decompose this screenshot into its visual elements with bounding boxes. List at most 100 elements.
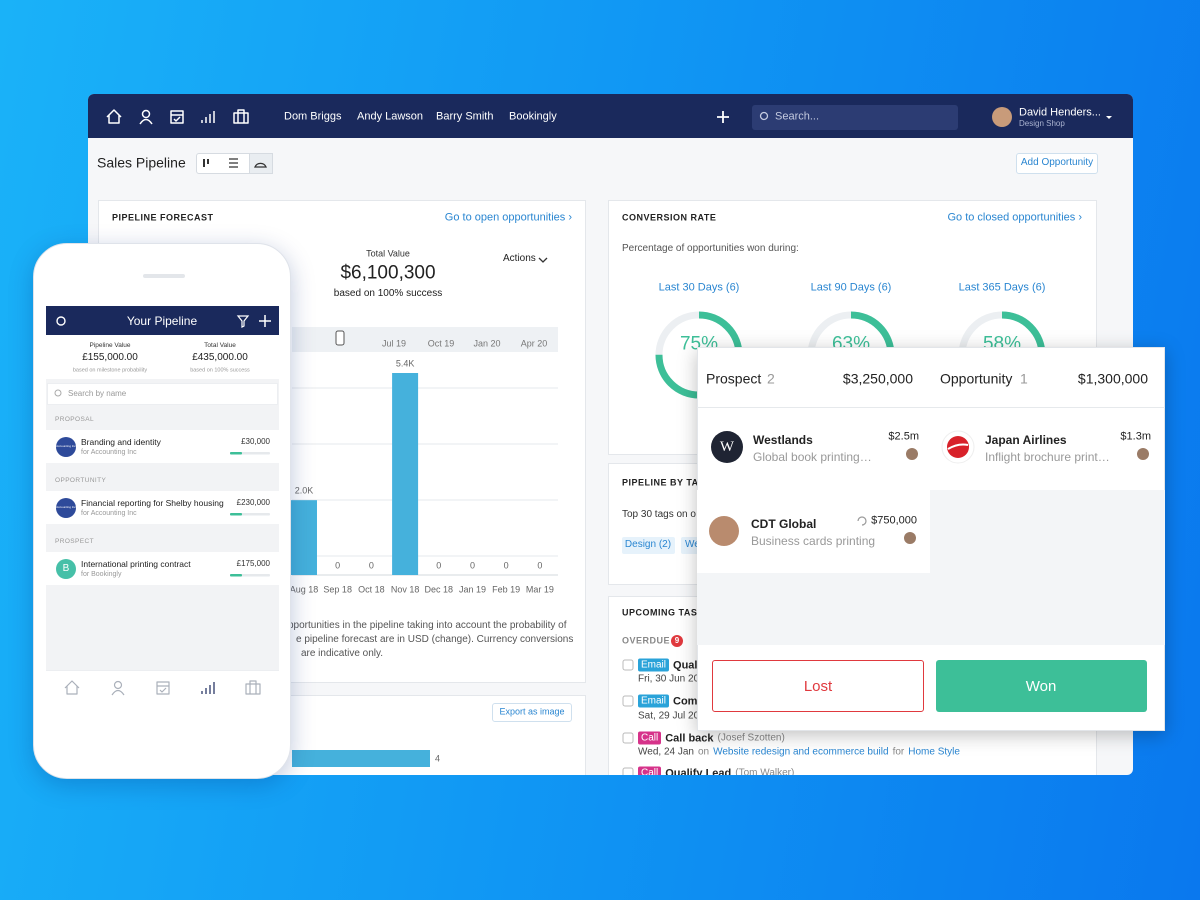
search-box[interactable] bbox=[752, 105, 958, 130]
task-row: Call Qualify Lead (Tom Walker) bbox=[638, 766, 794, 775]
calendar-icon bbox=[170, 110, 184, 124]
task-text: for bbox=[892, 746, 905, 758]
add-button-label[interactable]: Add Opportunity bbox=[1020, 157, 1094, 168]
summary-value: £435,000.00 bbox=[192, 352, 248, 363]
progress-fill bbox=[230, 513, 242, 516]
actions-menu[interactable]: Actions bbox=[503, 253, 536, 264]
card-link[interactable]: Go to open opportunities › bbox=[444, 211, 572, 224]
won-button[interactable] bbox=[936, 660, 1147, 712]
chevron bbox=[538, 257, 548, 263]
user-icon bbox=[139, 118, 153, 125]
card-title: UPCOMING TASKS bbox=[622, 607, 711, 618]
progress-fill bbox=[230, 574, 242, 577]
timeline-handle bbox=[335, 330, 345, 346]
section-label: PROSPECT bbox=[55, 538, 94, 546]
export-label[interactable]: Export as image bbox=[499, 706, 565, 717]
data-label: 0 bbox=[436, 560, 442, 571]
search-icon bbox=[54, 389, 62, 397]
company-logo bbox=[947, 443, 969, 450]
card-link[interactable]: Go to closed opportunities › bbox=[947, 211, 1082, 224]
period-link[interactable]: Last 90 Days (6) bbox=[810, 281, 892, 294]
task-client: Home Style bbox=[908, 746, 960, 758]
add-button[interactable] bbox=[1016, 153, 1098, 174]
lost-button[interactable] bbox=[712, 660, 924, 712]
calendar-icon bbox=[171, 114, 183, 122]
data-label: 0 bbox=[537, 560, 543, 571]
nav-link[interactable]: Andy Lawson bbox=[357, 110, 424, 123]
data-label: 5.4K bbox=[395, 358, 415, 369]
deal-logo bbox=[56, 437, 76, 457]
owner-avatar bbox=[906, 448, 918, 460]
plus-icon bbox=[717, 111, 729, 123]
x-tick-label: Oct 18 bbox=[358, 584, 385, 595]
plus-icon bbox=[259, 315, 271, 327]
home-icon bbox=[106, 109, 122, 124]
deal-company[interactable]: Japan Airlines bbox=[985, 432, 1067, 447]
export-button[interactable] bbox=[492, 703, 572, 722]
deal-title: Branding and identity bbox=[81, 436, 161, 447]
period-link[interactable]: Last 365 Days (6) bbox=[958, 281, 1046, 294]
deal-row[interactable] bbox=[46, 430, 279, 463]
nav-link[interactable]: Bookingly bbox=[509, 110, 557, 123]
deal-company[interactable]: CDT Global bbox=[751, 516, 817, 531]
speaker bbox=[143, 274, 185, 278]
bar bbox=[291, 500, 317, 575]
won-label[interactable]: Won bbox=[1025, 678, 1057, 695]
deal-row[interactable] bbox=[46, 491, 279, 524]
logo-text: B bbox=[62, 563, 70, 574]
deal-client: for Bookingly bbox=[81, 570, 122, 578]
stage-name: Prospect bbox=[706, 370, 762, 387]
task-date: Wed, 24 Jan bbox=[638, 746, 694, 758]
calendar-icon bbox=[157, 685, 169, 693]
task-detail: Sat, 29 Jul 201 bbox=[638, 711, 705, 722]
user-icon bbox=[141, 109, 151, 119]
forecast-icon bbox=[254, 162, 267, 168]
nav-link[interactable]: Barry Smith bbox=[436, 110, 494, 123]
x-tick-label: Dec 18 bbox=[424, 584, 454, 595]
nav-link[interactable]: Dom Briggs bbox=[284, 110, 342, 123]
task-type: Email bbox=[638, 694, 670, 708]
home-icon bbox=[64, 680, 80, 695]
deal-title: Financial reporting for Shelby housing bbox=[81, 497, 224, 508]
deal-amount: $2.5m bbox=[888, 430, 919, 443]
period-link[interactable]: Last 30 Days (6) bbox=[658, 281, 740, 294]
board-icon bbox=[203, 159, 209, 167]
nav-bar bbox=[88, 94, 1133, 138]
stage-total: $1,300,000 bbox=[1077, 370, 1148, 387]
logo-text: Accounting Inc bbox=[56, 444, 76, 449]
timeline-label: Apr 20 bbox=[520, 338, 548, 349]
task-date: Sat, 29 Jul 201 bbox=[638, 710, 705, 722]
task-text: on bbox=[697, 746, 710, 758]
card-subtitle: Percentage of opportunities won during: bbox=[622, 243, 799, 254]
deal-company[interactable]: Westlands bbox=[753, 432, 813, 447]
user-icon bbox=[113, 680, 123, 690]
tag-label[interactable]: Design (2) bbox=[624, 539, 672, 550]
user-name[interactable]: David Henders... bbox=[1019, 106, 1101, 119]
chart-icon bbox=[201, 682, 215, 694]
deal-logo bbox=[56, 498, 76, 518]
data-label: 4 bbox=[435, 753, 441, 764]
x-tick-label: Nov 18 bbox=[390, 584, 420, 595]
tag-label[interactable]: We bbox=[685, 539, 700, 550]
deal-row[interactable] bbox=[46, 552, 279, 585]
total-label: Total Value bbox=[366, 248, 410, 259]
tag-chip[interactable] bbox=[622, 537, 675, 554]
checkbox bbox=[622, 659, 634, 671]
phone-search[interactable] bbox=[47, 383, 278, 405]
lost-label[interactable]: Lost bbox=[803, 678, 833, 695]
x-tick-label: Feb 19 bbox=[492, 584, 521, 595]
deal-title: International printing contract bbox=[81, 558, 191, 569]
search-placeholder[interactable]: Search by name bbox=[68, 389, 127, 399]
deal-logo bbox=[56, 559, 76, 579]
page-title: Sales Pipeline bbox=[97, 154, 186, 171]
avatar bbox=[992, 107, 1012, 127]
filter-icon bbox=[236, 315, 250, 328]
progress-fill bbox=[230, 452, 242, 455]
total-value: $6,100,300 bbox=[340, 262, 436, 284]
bar bbox=[292, 750, 430, 767]
search-placeholder[interactable]: Search... bbox=[775, 110, 820, 123]
bar bbox=[392, 373, 419, 575]
card-title: PIPELINE FORECAST bbox=[112, 212, 214, 223]
